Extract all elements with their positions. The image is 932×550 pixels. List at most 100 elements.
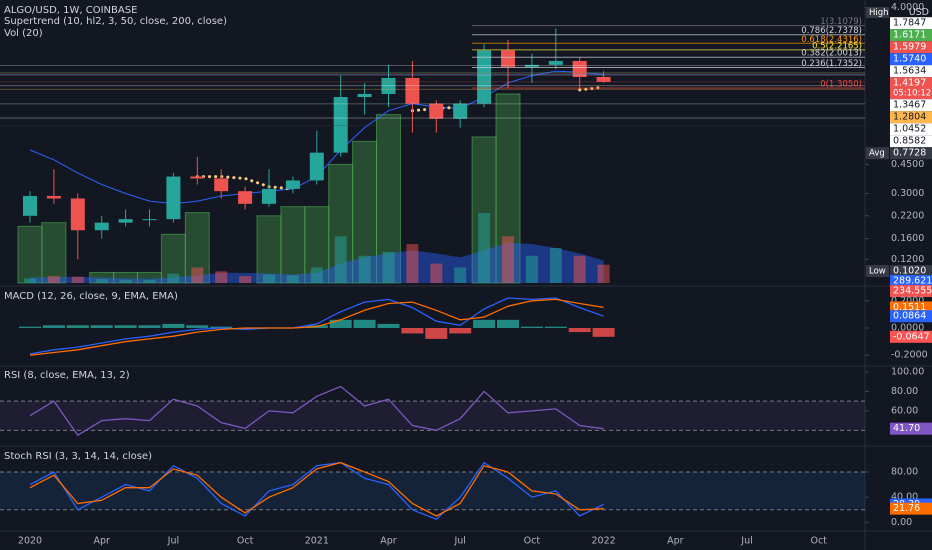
pane-title: Stoch RSI (3, 3, 14, 14, close) bbox=[4, 451, 152, 462]
candle-body bbox=[501, 50, 515, 67]
high-label: High bbox=[869, 8, 889, 18]
macd-histogram bbox=[90, 325, 113, 328]
candle-body bbox=[429, 103, 444, 119]
x-tick-label: 2021 bbox=[305, 536, 329, 547]
volume-bar bbox=[525, 255, 538, 283]
candle-body bbox=[23, 195, 37, 216]
tag-badge-label: Avg bbox=[869, 149, 885, 159]
fib-label: 1(3.1079) bbox=[820, 17, 862, 27]
macd-histogram bbox=[162, 323, 185, 328]
fib-label: 0.236(1.7352) bbox=[801, 59, 862, 69]
x-tick-label: Oct bbox=[524, 536, 541, 547]
candle-body bbox=[142, 219, 157, 221]
volume-bar bbox=[24, 278, 36, 283]
price-tag-label: 0.1020 bbox=[893, 266, 926, 277]
y-tick-label: 0.4500 bbox=[891, 159, 924, 170]
candle-body bbox=[94, 222, 109, 231]
candle-body bbox=[190, 176, 205, 179]
macd-histogram bbox=[425, 327, 448, 339]
price-tag-label: 1.0452 bbox=[893, 124, 926, 135]
fib-label: 0(1.3050) bbox=[820, 79, 862, 89]
x-tick-label: Oct bbox=[810, 536, 827, 547]
macd-histogram bbox=[473, 319, 496, 328]
volume-bar bbox=[239, 276, 252, 283]
price-tag bbox=[890, 77, 932, 100]
candle-body bbox=[453, 103, 468, 119]
volume-bar bbox=[191, 267, 204, 283]
price-tag-label: 289.621M bbox=[893, 276, 932, 287]
macd-histogram bbox=[114, 325, 137, 328]
price-tag bbox=[890, 135, 932, 148]
price-tag-label: 1.6171 bbox=[893, 30, 926, 41]
fib-label: 0.618(2.4316) bbox=[801, 35, 862, 45]
macd-histogram bbox=[210, 326, 233, 328]
volume-bar bbox=[597, 264, 610, 283]
price-tag-label: 0.1511 bbox=[893, 302, 926, 313]
volume-bar bbox=[71, 276, 84, 283]
candle-body bbox=[214, 178, 229, 192]
macd-line bbox=[29, 298, 604, 356]
candle-body bbox=[572, 60, 587, 77]
y-tick-label: 40.00 bbox=[891, 492, 918, 503]
volume-bar bbox=[95, 279, 108, 283]
volume-bar bbox=[430, 263, 443, 283]
price-tag-label: 0.0864 bbox=[893, 311, 926, 322]
macd-histogram bbox=[138, 325, 161, 328]
candle-body bbox=[238, 191, 253, 204]
candle-body bbox=[548, 60, 563, 65]
price-tag bbox=[890, 99, 932, 112]
macd-histogram bbox=[329, 319, 352, 328]
x-tick-label: 2022 bbox=[592, 536, 616, 547]
candle-body bbox=[357, 93, 372, 98]
x-tick-label: Jul bbox=[167, 536, 179, 547]
candle-body bbox=[596, 76, 611, 82]
price-tag-label: 0.8582 bbox=[893, 136, 926, 147]
candle-body bbox=[524, 64, 539, 67]
price-tag-label: 1.7847 bbox=[893, 18, 926, 29]
macd-histogram bbox=[520, 326, 543, 328]
y-tick-label: 0.0000 bbox=[891, 322, 924, 333]
volume-bar bbox=[119, 279, 132, 283]
price-tag-label: 0.7728 bbox=[893, 148, 926, 159]
indicator-line bbox=[29, 461, 604, 517]
supertrend-fill bbox=[256, 215, 282, 284]
candle-body bbox=[70, 198, 85, 231]
price-tag bbox=[890, 53, 932, 66]
candle-body bbox=[262, 188, 276, 204]
pane-title: RSI (8, close, EMA, 13, 2) bbox=[4, 370, 130, 381]
volume-bar bbox=[334, 236, 347, 283]
macd-histogram bbox=[544, 326, 567, 328]
y-tick-label: 0.1600 bbox=[891, 233, 924, 244]
supertrend-fill bbox=[41, 222, 67, 284]
macd-histogram bbox=[353, 319, 376, 328]
price-tag-label: 1.5979 bbox=[893, 42, 926, 53]
macd-histogram bbox=[234, 327, 257, 330]
x-tick-label: Jul bbox=[740, 536, 752, 547]
price-tag-label: 234.555M bbox=[893, 286, 932, 297]
macd-histogram bbox=[42, 325, 65, 328]
candle-body bbox=[309, 152, 324, 181]
price-tag-label: 1.5634 bbox=[893, 66, 926, 77]
tag-badge bbox=[866, 265, 889, 278]
pane-title: MACD (12, 26, close, 9, EMA, EMA) bbox=[4, 291, 178, 302]
x-tick-label: Apr bbox=[667, 536, 684, 547]
price-tag bbox=[890, 41, 932, 54]
y-tick-label: 80.00 bbox=[891, 467, 918, 478]
price-tag bbox=[890, 29, 932, 42]
y-tick-label: 0.3000 bbox=[891, 188, 924, 199]
band-fill bbox=[0, 472, 865, 510]
volume-bar bbox=[263, 274, 275, 283]
pane-title: ALGO/USD, 1W, COINBASE bbox=[4, 5, 137, 16]
volume-bar bbox=[310, 267, 323, 283]
price-tag bbox=[890, 285, 932, 298]
supertrend-fill bbox=[17, 225, 43, 284]
candle-body bbox=[118, 219, 133, 223]
y-tick-label: 0.00 bbox=[891, 517, 912, 528]
y-tick-label: 4.0000 bbox=[891, 2, 924, 13]
candle-body bbox=[166, 176, 181, 220]
band-fill bbox=[0, 401, 865, 431]
price-tag-label: 1.3467 bbox=[893, 100, 926, 111]
price-tag-label: 41.70 bbox=[893, 423, 920, 434]
volume-bar bbox=[406, 244, 419, 283]
